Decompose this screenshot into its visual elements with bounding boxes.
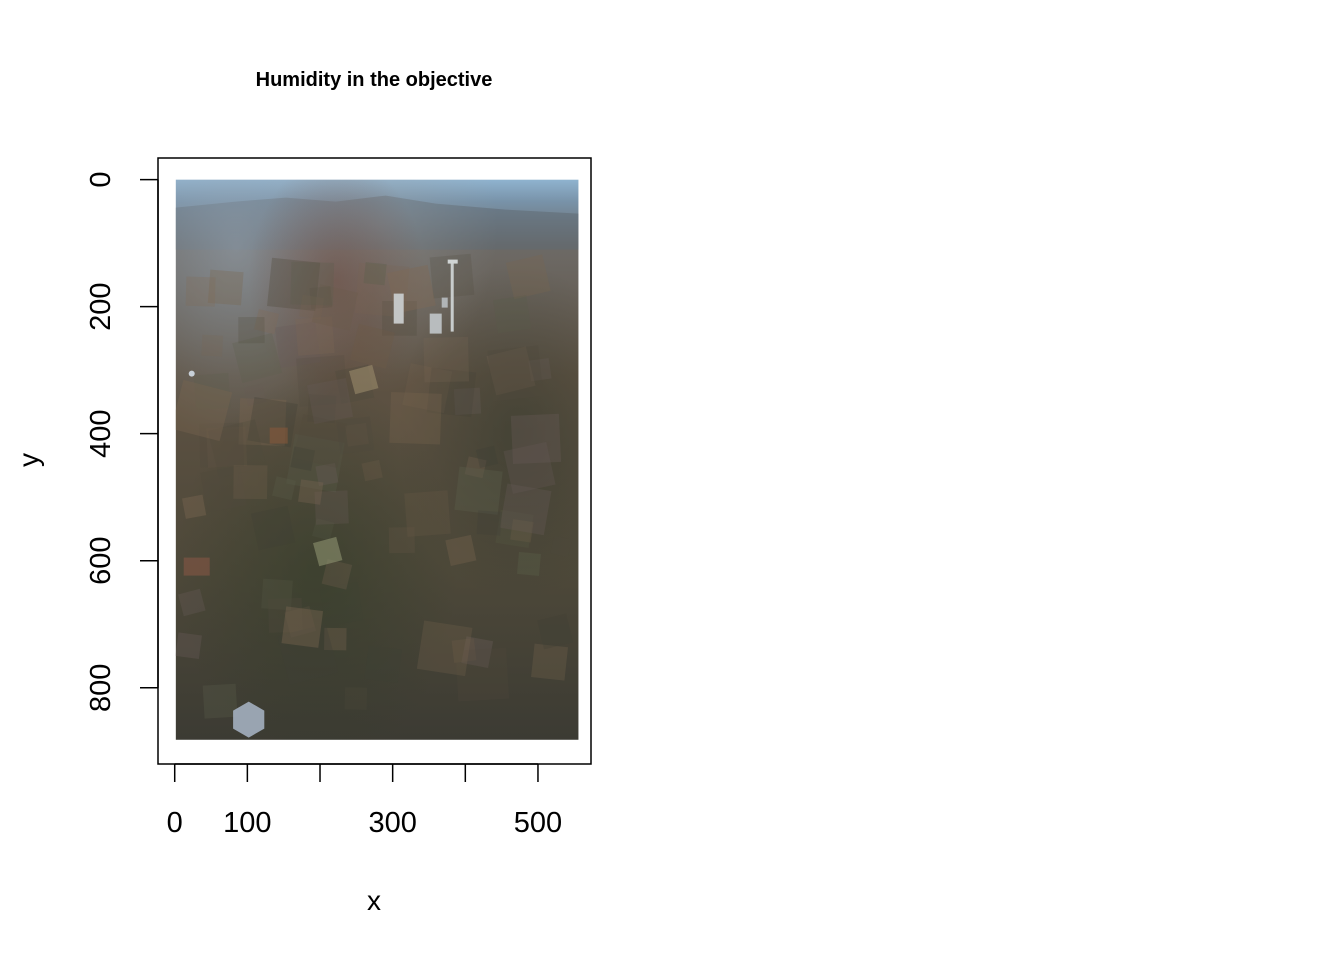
photo-patch — [389, 392, 441, 444]
photo-patch — [175, 632, 202, 659]
y-tick-label: 800 — [85, 664, 117, 712]
x-tick-label: 500 — [514, 807, 562, 839]
photo-building — [430, 314, 442, 334]
photo-tower-top — [448, 260, 458, 264]
photo-patch — [364, 262, 387, 285]
chart-title: Humidity in the objective — [256, 69, 493, 91]
y-tick-label: 200 — [85, 282, 117, 330]
photo-patch — [389, 527, 415, 553]
photo-speck — [189, 371, 195, 377]
y-axis-title: y — [13, 453, 44, 467]
photo-highlight — [184, 558, 210, 576]
photo-building — [442, 298, 448, 308]
photo-patch — [500, 483, 552, 535]
photo-tower — [451, 262, 454, 332]
photo-patch — [336, 416, 374, 454]
x-axis: 0 100 300 500 — [167, 764, 563, 839]
photo-patch — [345, 687, 368, 710]
photo-patch — [186, 277, 216, 307]
photo-patch — [182, 495, 206, 519]
photo-patch — [477, 510, 502, 535]
photo-patch — [290, 262, 334, 306]
x-tick-label: 300 — [368, 807, 416, 839]
y-tick-label: 0 — [85, 172, 117, 188]
x-tick-label: 0 — [167, 807, 183, 839]
photo-patch — [281, 606, 323, 648]
y-tick-label: 600 — [85, 537, 117, 585]
photo-image — [171, 180, 579, 740]
photo-patch — [445, 535, 476, 566]
photo-patch — [493, 295, 531, 333]
photo-patch — [364, 645, 402, 683]
photo-patch — [201, 335, 223, 357]
photo-patch — [454, 467, 502, 515]
photo-patch — [203, 684, 238, 719]
photo-patch — [319, 582, 363, 626]
photo-patch — [476, 446, 498, 468]
photo-building — [394, 294, 404, 324]
photo-patch — [233, 465, 267, 499]
photo-patch — [238, 317, 264, 343]
photo-patch — [423, 337, 469, 383]
x-tick-label: 100 — [223, 807, 271, 839]
photo-patch — [251, 506, 295, 550]
photo-patch — [504, 442, 556, 494]
photo-patch — [488, 345, 544, 401]
photo-patch — [417, 620, 473, 676]
y-tick-label: 400 — [85, 409, 117, 457]
photo-patch — [517, 552, 541, 576]
x-axis-title: x — [367, 885, 381, 916]
photo-patch — [361, 460, 382, 481]
photo-highlight — [270, 428, 288, 444]
photo-patch — [531, 644, 568, 681]
y-axis: 0 200 400 600 800 — [85, 172, 158, 712]
photo-patch — [298, 479, 323, 504]
